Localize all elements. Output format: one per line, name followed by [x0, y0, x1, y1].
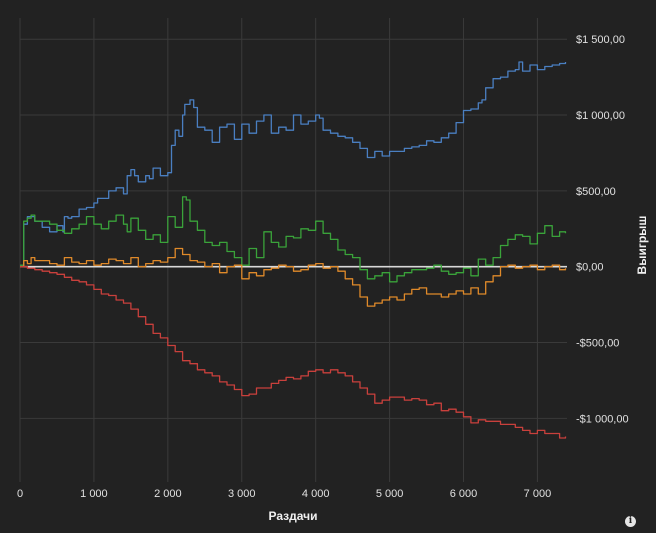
x-tick-label-4: 4 000	[302, 488, 330, 500]
series-line-1	[20, 196, 567, 283]
x-tick-label-1: 1 000	[80, 488, 108, 500]
series-layer	[20, 61, 567, 439]
x-tick-labels: 0 1 000 2 000 3 000 4 000 5 000 6 000 7 000	[17, 488, 551, 500]
x-tick-label-7: 7 000	[524, 488, 552, 500]
y-tick-label-1: $1 000,00	[576, 110, 625, 122]
y-tick-labels: $1 500,00 $1 000,00 $500,00 $0,00 -$500,00 -$…	[576, 34, 629, 425]
x-tick-label-5: 5 000	[376, 488, 404, 500]
series-line-2	[20, 247, 567, 307]
y-tick-label-3: $0,00	[576, 262, 604, 274]
x-axis-title: Раздачи	[269, 509, 318, 523]
x-tick-label-6: 6 000	[450, 488, 478, 500]
y-axis-title: Выигрыш	[635, 216, 649, 275]
y-tick-label-0: $1 500,00	[576, 34, 625, 46]
grid-lines	[19, 18, 567, 482]
x-tick-label-3: 3 000	[228, 488, 256, 500]
y-tick-label-4: -$500,00	[576, 337, 619, 349]
y-tick-label-2: $500,00	[576, 186, 616, 198]
series-line-0	[20, 61, 567, 266]
x-tick-label-0: 0	[17, 488, 23, 500]
y-tick-label-5: -$1 000,00	[576, 413, 629, 425]
series-line-3	[20, 266, 567, 439]
x-tick-label-2: 2 000	[154, 488, 182, 500]
info-icon[interactable]: i	[625, 516, 636, 527]
